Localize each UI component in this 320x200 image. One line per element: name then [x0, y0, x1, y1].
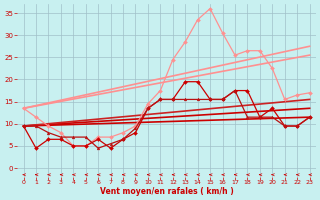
X-axis label: Vent moyen/en rafales ( km/h ): Vent moyen/en rafales ( km/h ) — [100, 187, 234, 196]
